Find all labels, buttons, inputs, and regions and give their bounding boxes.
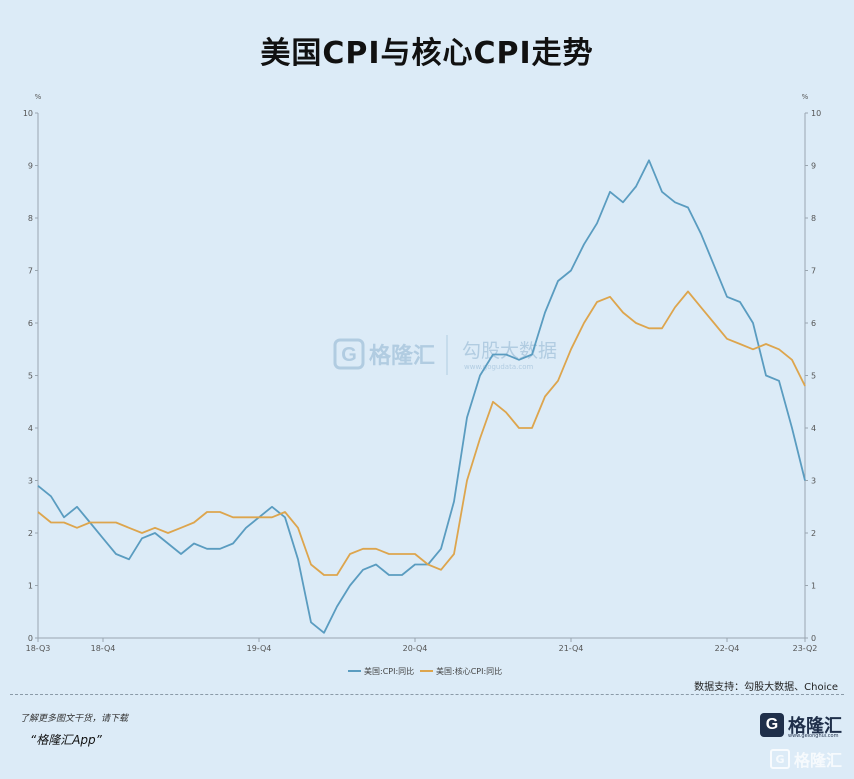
logo-text: 格隆汇 xyxy=(788,716,842,737)
y-tick-label-left: 8 xyxy=(28,214,33,223)
y-tick-label-right: 9 xyxy=(811,162,816,171)
promo-line-1: 了解更多图文干货，请下载 xyxy=(20,714,129,724)
promo-line-2: “格隆汇App” xyxy=(30,733,102,747)
y-tick-label-left: 2 xyxy=(28,529,33,538)
y-tick-label-right: 3 xyxy=(811,477,816,486)
watermark: G 格隆汇 勾股大数据 www.gogudata.com xyxy=(333,335,557,375)
x-tick-label: 19-Q4 xyxy=(247,644,272,653)
y-tick-label-left: 0 xyxy=(28,634,33,643)
y-tick-label-right: 5 xyxy=(811,372,816,381)
x-tick-label: 22-Q4 xyxy=(715,644,740,653)
x-tick-label: 20-Q4 xyxy=(403,644,428,653)
y-tick-label-left: 4 xyxy=(28,424,33,433)
legend-label-1: 美国:CPI:同比 xyxy=(364,666,414,676)
legend-label-2: 美国:核心CPI:同比 xyxy=(436,666,502,676)
line-chart: G 格隆汇 勾股大数据 www.gogudata.com % % 0 0 1 1 2 2 3 3 4… xyxy=(23,93,821,676)
y-unit-left: % xyxy=(35,93,42,101)
y-tick-label-left: 9 xyxy=(28,162,33,171)
y-tick-label-left: 1 xyxy=(28,582,33,591)
logo-g-icon: G xyxy=(760,713,784,737)
watermark-left: 格隆汇 xyxy=(369,343,435,369)
bottom-watermark-text: 格隆汇 xyxy=(793,751,842,770)
bottom-watermark-icon: G xyxy=(769,749,790,769)
source-note: 数据支持：勾股大数据、Choice xyxy=(694,682,838,693)
legend: 美国:CPI:同比 美国:核心CPI:同比 xyxy=(348,666,502,676)
series-line-2 xyxy=(37,290,806,576)
x-tick-label: 18-Q4 xyxy=(91,644,116,653)
y-tick-label-left: 6 xyxy=(28,319,33,328)
watermark-right: 勾股大数据 xyxy=(462,340,557,362)
y-tick-label-left: 7 xyxy=(28,267,33,276)
y-tick-label-left: 3 xyxy=(28,477,33,486)
watermark-right-sub: www.gogudata.com xyxy=(464,363,533,371)
y-tick-label-right: 10 xyxy=(811,109,821,118)
x-tick-label: 21-Q4 xyxy=(559,644,584,653)
logo-sub: www.gelonghui.com xyxy=(788,733,839,739)
logo: G 格隆汇 www.gelonghui.com xyxy=(760,712,842,739)
y-unit-right: % xyxy=(802,93,809,101)
y-tick-label-right: 2 xyxy=(811,529,816,538)
y-tick-label-right: 7 xyxy=(811,267,816,276)
watermark-g-icon xyxy=(333,338,365,370)
y-tick-label-right: 1 xyxy=(811,582,816,591)
y-tick-label-right: 6 xyxy=(811,319,816,328)
y-tick-label-right: 4 xyxy=(811,424,816,433)
bottom-watermark: G 格隆汇 xyxy=(769,747,842,771)
footer-divider xyxy=(10,694,844,695)
y-tick-label-left: 10 xyxy=(23,109,33,118)
x-tick-label: 23-Q2 xyxy=(793,644,818,653)
y-tick-label-left: 5 xyxy=(28,372,33,381)
x-tick-label: 18-Q3 xyxy=(26,644,51,653)
y-tick-label-right: 0 xyxy=(811,634,816,643)
series-line-1 xyxy=(37,159,806,634)
y-tick-label-right: 8 xyxy=(811,214,816,223)
chart-title: 美国CPI与核心CPI走势 xyxy=(260,36,594,71)
watermark-g-letter: G xyxy=(341,344,357,366)
